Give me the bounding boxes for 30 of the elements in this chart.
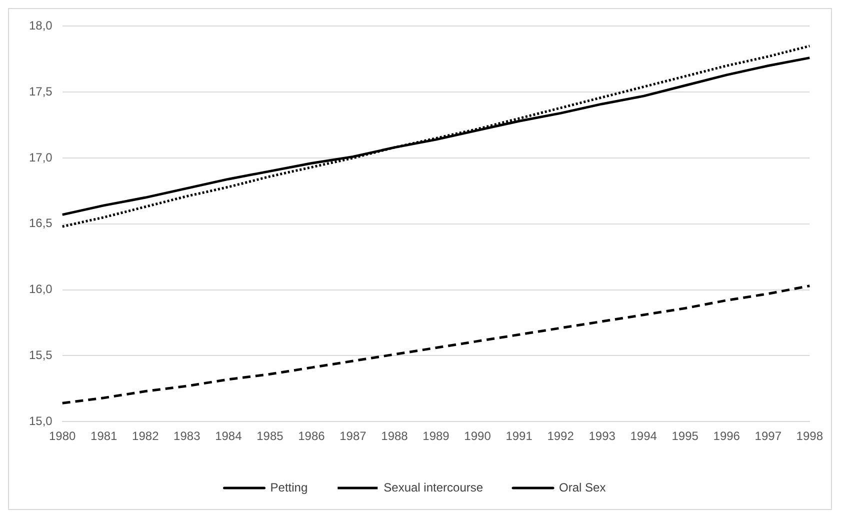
x-tick-label: 1993 [588,429,616,444]
x-tick-label: 1988 [381,429,408,444]
x-tick-label: 1982 [132,429,160,444]
line-series [61,284,811,404]
x-tick-label: 1998 [796,429,824,444]
y-tick-label: 18,0 [28,18,53,33]
legend-label: Oral Sex [559,480,606,494]
x-tick-label: 1983 [174,429,201,444]
y-tick-label: 17,5 [28,84,53,98]
y-tick-label: 16,5 [28,216,53,230]
x-tick-label: 1980 [49,429,76,444]
y-tick-label: 17,0 [28,150,53,164]
x-tick-label: 1994 [630,429,658,444]
x-tick-label: 1981 [90,429,118,444]
y-tick-label: 15,5 [28,348,53,362]
y-tick-label: 16,0 [28,282,53,296]
x-tick-label: 1995 [672,429,699,444]
x-tick-label: 1987 [340,429,367,444]
x-tick-label: 1997 [754,429,782,444]
x-tick-label: 1984 [215,429,242,444]
legend-label: Sexual intercourse [384,480,484,494]
x-tick-label: 1992 [547,429,574,444]
x-tick-label: 1991 [506,429,533,444]
x-tick-label: 1989 [422,429,450,444]
x-tick-label: 1990 [464,429,492,444]
x-tick-label: 1996 [713,429,740,444]
y-tick-label: 15,0 [28,414,53,428]
x-tick-label: 1986 [298,429,326,444]
legend-label: Petting [270,480,308,494]
x-tick-label: 1985 [256,429,284,444]
